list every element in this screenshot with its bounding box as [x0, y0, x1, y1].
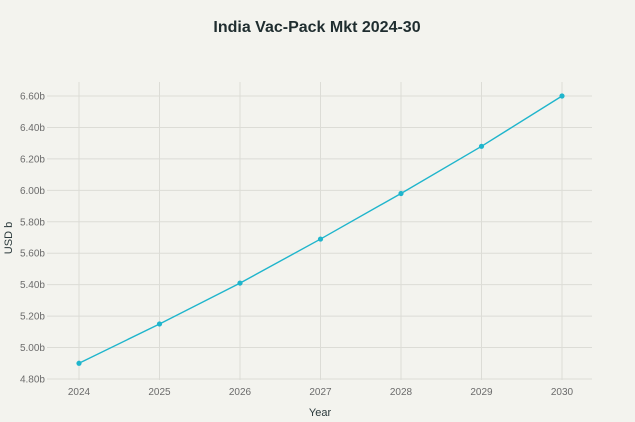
y-tick-label: 6.60b: [20, 92, 45, 103]
grid: [47, 82, 592, 380]
y-tick-label: 4.80b: [20, 375, 45, 386]
y-tick-label: 5.60b: [20, 249, 45, 260]
x-tick-label: 2028: [390, 387, 413, 398]
x-tick-label: 2029: [470, 387, 493, 398]
chart-title: India Vac-Pack Mkt 2024-30: [213, 19, 420, 36]
y-tick-label: 5.40b: [20, 280, 45, 291]
data-point: [76, 360, 82, 366]
y-tick-label: 5.80b: [20, 217, 45, 228]
y-axis-label: USD b: [3, 222, 15, 254]
data-point: [317, 236, 324, 242]
data-point: [237, 280, 243, 286]
x-axis-label: Year: [309, 407, 332, 419]
y-tick-label: 6.00b: [20, 186, 45, 197]
x-axis: 2024 2025 2026 2027 2028 2029 2030: [68, 387, 574, 398]
series: [76, 93, 565, 366]
x-tick-label: 2026: [229, 387, 252, 398]
x-tick-label: 2027: [309, 387, 332, 398]
data-point: [559, 93, 565, 99]
y-tick-label: 5.20b: [20, 312, 45, 323]
y-axis: 4.80b 5.00b 5.20b 5.40b 5.60b 5.80b 6.00b 6.20b…: [20, 92, 45, 386]
x-tick-label: 2025: [148, 387, 171, 398]
x-tick-label: 2030: [551, 387, 574, 398]
y-tick-label: 6.40b: [20, 123, 45, 134]
data-point: [398, 190, 404, 197]
data-point: [156, 321, 163, 327]
x-tick-label: 2024: [68, 387, 91, 398]
y-tick-label: 6.20b: [20, 154, 45, 165]
y-tick-label: 5.00b: [20, 343, 45, 354]
data-point: [478, 143, 485, 149]
